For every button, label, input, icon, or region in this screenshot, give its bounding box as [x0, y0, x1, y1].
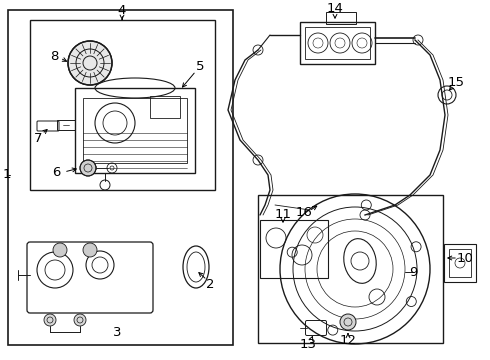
Circle shape	[68, 41, 112, 85]
Bar	[260, 220, 328, 278]
Circle shape	[80, 160, 96, 176]
Bar	[300, 22, 375, 64]
Bar	[30, 20, 215, 190]
Text: 15: 15	[447, 76, 465, 89]
Bar	[449, 249, 471, 277]
Text: 7: 7	[34, 131, 42, 144]
Bar	[57, 120, 75, 130]
Text: 1: 1	[3, 168, 11, 181]
Text: 2: 2	[206, 278, 214, 291]
Text: 9: 9	[409, 266, 417, 279]
Circle shape	[44, 314, 56, 326]
Text: 8: 8	[50, 50, 58, 63]
Bar	[83, 98, 187, 163]
Text: 11: 11	[274, 207, 292, 220]
Text: 5: 5	[196, 60, 204, 73]
Text: 3: 3	[113, 325, 121, 338]
Bar	[75, 88, 195, 173]
Text: 12: 12	[340, 333, 357, 346]
Text: 10: 10	[457, 252, 473, 265]
Bar	[8, 10, 233, 345]
Text: 13: 13	[299, 338, 317, 351]
Bar	[150, 96, 180, 118]
Bar	[444, 244, 476, 282]
Bar	[326, 12, 356, 24]
Text: 6: 6	[52, 166, 60, 179]
Circle shape	[340, 314, 356, 330]
Bar	[305, 27, 370, 59]
Bar	[258, 195, 443, 343]
Circle shape	[83, 243, 97, 257]
Text: 16: 16	[295, 207, 313, 220]
Circle shape	[53, 243, 67, 257]
Text: 4: 4	[118, 4, 126, 18]
Circle shape	[74, 314, 86, 326]
Text: 14: 14	[326, 1, 343, 14]
